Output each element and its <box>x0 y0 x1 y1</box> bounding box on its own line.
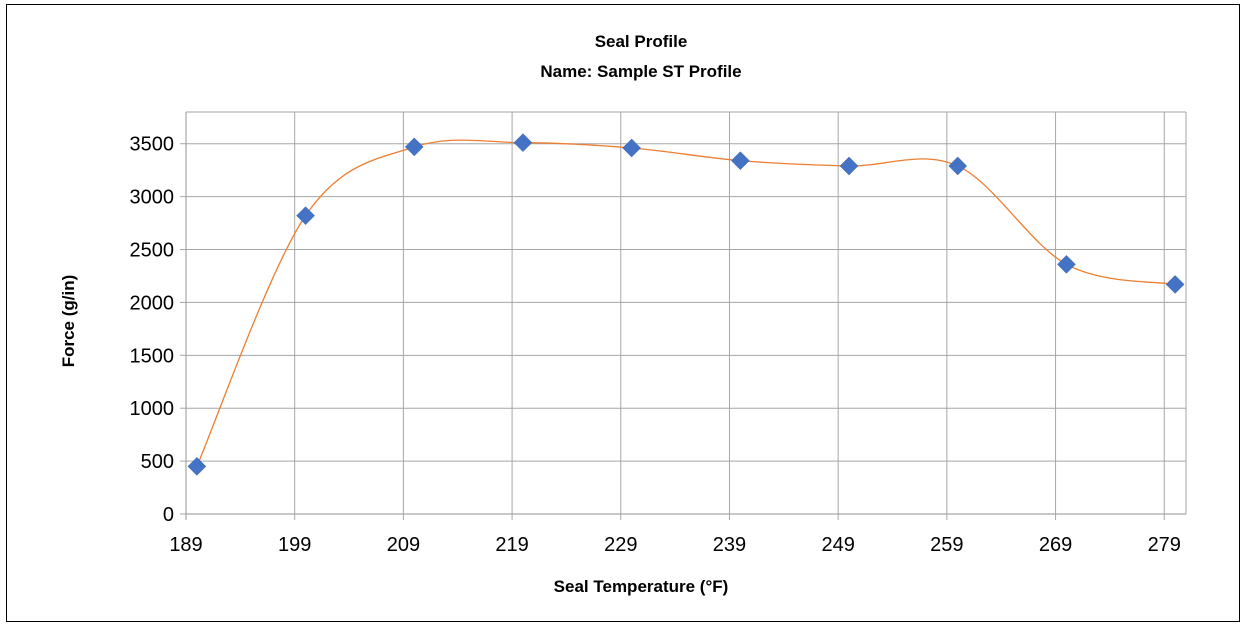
x-tick-label: 199 <box>278 534 311 556</box>
y-tick-label: 500 <box>141 451 174 473</box>
x-tick-label: 279 <box>1148 534 1181 556</box>
axes <box>180 112 1186 520</box>
data-point-marker <box>622 138 642 158</box>
y-tick-label: 2500 <box>130 240 175 262</box>
tick-labels: 0 500 1000 1500 2000 2500 3000 3500 189 199 209 219… <box>130 134 1181 556</box>
data-point-marker <box>730 151 750 171</box>
y-tick-label: 0 <box>163 504 174 526</box>
data-point-marker <box>839 156 859 176</box>
data-point-marker <box>948 156 968 176</box>
data-points <box>187 133 1185 476</box>
x-tick-label: 189 <box>169 534 202 556</box>
chart-frame: Seal Profile Name: Sample ST Profile 0 50… <box>6 4 1240 622</box>
y-tick-label: 3500 <box>130 134 175 156</box>
x-tick-label: 259 <box>930 534 963 556</box>
data-point-marker <box>404 137 424 157</box>
data-point-marker <box>1165 275 1185 294</box>
x-tick-label: 209 <box>387 534 420 556</box>
grid-lines <box>185 111 1187 514</box>
y-tick-label: 3000 <box>130 187 175 209</box>
y-tick-label: 1000 <box>130 398 175 420</box>
x-tick-label: 229 <box>604 534 637 556</box>
x-axis-label: Seal Temperature (°F) <box>554 577 729 596</box>
data-point-marker <box>187 457 207 476</box>
x-tick-label: 239 <box>713 534 746 556</box>
y-tick-label: 2000 <box>130 292 175 314</box>
data-point-marker <box>513 133 533 153</box>
seal-profile-chart: Seal Profile Name: Sample ST Profile 0 50… <box>59 32 1187 596</box>
x-tick-label: 269 <box>1039 534 1072 556</box>
data-point-marker <box>1057 254 1076 274</box>
y-tick-label: 1500 <box>130 345 175 367</box>
x-tick-label: 249 <box>821 534 854 556</box>
chart-title: Seal Profile <box>595 32 688 51</box>
x-tick-label: 219 <box>495 534 528 556</box>
y-axis-label: Force (g/in) <box>59 275 78 368</box>
series-smooth-line <box>196 139 1176 467</box>
chart-subtitle: Name: Sample ST Profile <box>540 62 741 81</box>
data-point-marker <box>296 206 315 226</box>
